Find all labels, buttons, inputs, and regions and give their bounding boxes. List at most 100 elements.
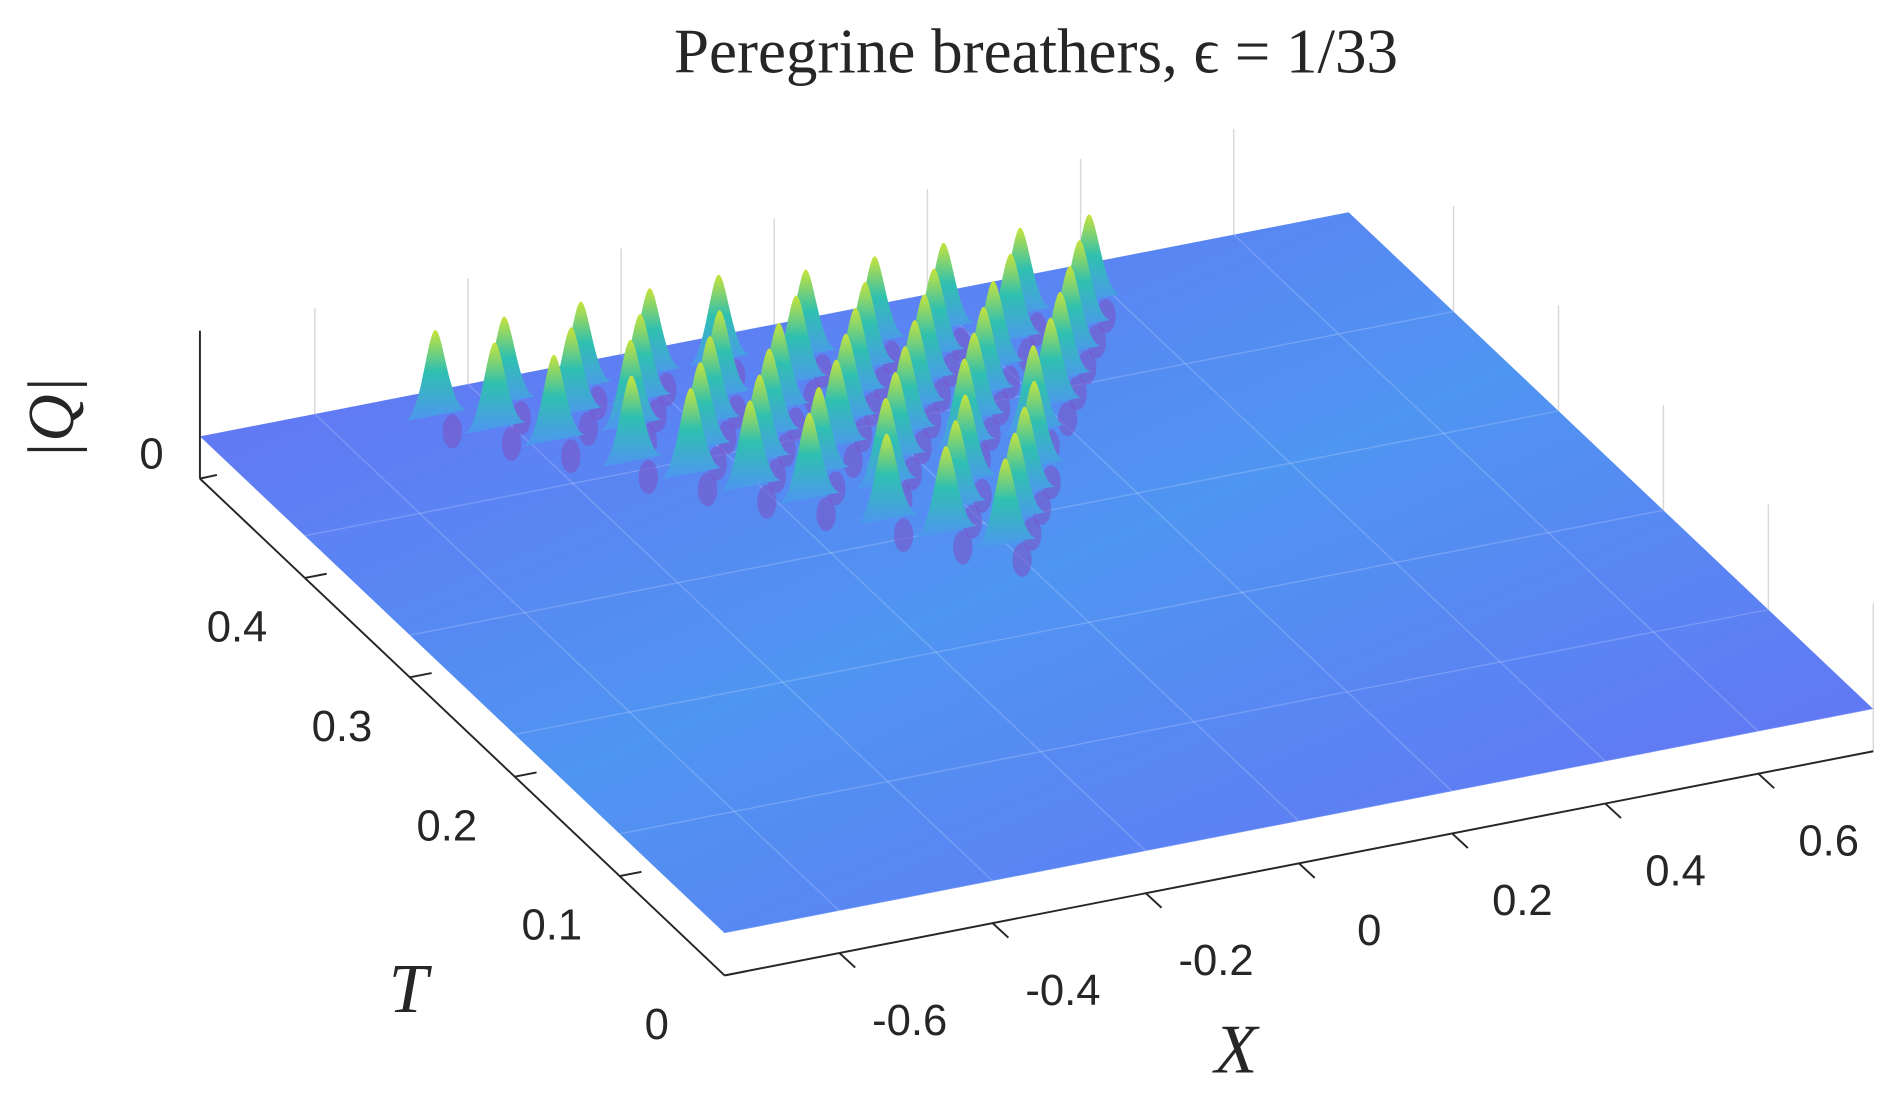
grid-line bbox=[514, 509, 1664, 736]
plot: Peregrine breathers, ϵ = 1/33 X T |Q| -0… bbox=[16, 17, 1875, 1089]
grid-line bbox=[724, 708, 1874, 934]
y-tick bbox=[724, 970, 747, 977]
peak-dip bbox=[1031, 491, 1052, 526]
peak-dip bbox=[972, 478, 992, 513]
y-tick-label: 0.1 bbox=[521, 902, 582, 950]
peak-dip bbox=[912, 430, 932, 465]
peak-shape bbox=[599, 375, 663, 468]
peak-dip bbox=[1027, 312, 1047, 347]
peak-dip bbox=[921, 404, 942, 439]
peak-dip bbox=[638, 460, 658, 494]
peak-dip bbox=[578, 411, 598, 446]
peak-dip bbox=[1067, 376, 1087, 411]
peak-shape bbox=[403, 329, 467, 422]
peak-shape bbox=[718, 400, 782, 493]
peak bbox=[522, 354, 586, 474]
peak-dip bbox=[657, 372, 677, 407]
y-axis-label: T bbox=[389, 950, 433, 1028]
y-tick bbox=[304, 572, 327, 579]
peak-dip bbox=[588, 386, 608, 420]
y-tick-label: 0 bbox=[645, 1001, 669, 1049]
x-tick-label: 0.2 bbox=[1492, 877, 1553, 925]
y-tick bbox=[514, 771, 537, 778]
peak-dip bbox=[990, 391, 1011, 426]
peak-dip bbox=[881, 340, 902, 375]
z-axis-label: |Q| bbox=[16, 376, 88, 459]
chart-title: Peregrine breathers, ϵ = 1/33 bbox=[674, 17, 1398, 87]
peak-dip bbox=[941, 353, 961, 387]
peak-dip bbox=[1096, 298, 1116, 333]
peak-shape bbox=[777, 412, 841, 505]
peak-dip bbox=[1012, 542, 1032, 577]
x-tick-label: 0.4 bbox=[1645, 847, 1706, 895]
peak bbox=[403, 329, 467, 449]
peak-dip bbox=[1000, 365, 1020, 400]
peak-shape bbox=[973, 458, 1037, 551]
x-tick bbox=[1451, 832, 1469, 849]
x-tick bbox=[1145, 892, 1163, 909]
x-axis-label: X bbox=[1211, 1011, 1260, 1089]
grid-line bbox=[314, 413, 840, 912]
peak-dip bbox=[757, 484, 777, 519]
peak bbox=[463, 342, 527, 461]
peak-dip bbox=[561, 439, 581, 474]
x-tick-label: 0.6 bbox=[1798, 817, 1859, 865]
grid-line bbox=[409, 410, 1559, 636]
grid-line bbox=[467, 383, 994, 882]
peak-dip bbox=[862, 392, 883, 427]
peak-dip bbox=[726, 394, 747, 429]
peak-dip bbox=[893, 518, 914, 553]
z-tick-label: 0 bbox=[139, 430, 163, 478]
x-tick bbox=[991, 922, 1010, 939]
peak-shape bbox=[659, 387, 723, 480]
peak-dip bbox=[1086, 324, 1107, 359]
peak-dip bbox=[717, 420, 737, 455]
peak bbox=[855, 433, 919, 553]
y-tick-label: 0.4 bbox=[207, 604, 268, 652]
x-tick bbox=[1604, 802, 1622, 819]
peak-dip bbox=[697, 472, 718, 507]
peak-dip bbox=[776, 433, 796, 468]
x-tick-label: 0 bbox=[1357, 907, 1381, 955]
peak bbox=[718, 400, 782, 519]
peak-shape bbox=[855, 433, 919, 526]
peak-dip bbox=[826, 471, 846, 506]
peak bbox=[599, 375, 663, 494]
peak-dip bbox=[816, 497, 836, 532]
x-tick bbox=[838, 952, 856, 969]
y-tick bbox=[409, 672, 432, 679]
peak bbox=[777, 412, 841, 532]
x-tick bbox=[1757, 772, 1775, 789]
peak-dip bbox=[843, 444, 863, 478]
peak-dip bbox=[766, 459, 787, 493]
grid-line bbox=[1233, 234, 1759, 732]
peak-dip bbox=[931, 378, 951, 413]
peak-dip bbox=[707, 446, 727, 481]
y-tick bbox=[619, 870, 642, 878]
peak-dip bbox=[981, 417, 1001, 452]
peak-dip bbox=[962, 504, 983, 539]
peak-shape bbox=[522, 354, 586, 447]
peak-dip bbox=[1022, 517, 1042, 551]
peak-dip bbox=[501, 426, 522, 461]
peak bbox=[973, 458, 1037, 577]
peak-dip bbox=[511, 400, 531, 435]
z-tick bbox=[199, 474, 218, 480]
y-axis bbox=[199, 477, 726, 977]
peak-dip bbox=[953, 530, 973, 565]
x-tick-label: -0.2 bbox=[1178, 937, 1253, 985]
peak bbox=[914, 446, 978, 565]
y-tick-label: 0.2 bbox=[417, 802, 478, 850]
peak-dip bbox=[1041, 465, 1061, 500]
peak-dip bbox=[1077, 350, 1097, 385]
peak-dip bbox=[950, 327, 971, 362]
x-tick bbox=[1298, 862, 1316, 879]
grid-line bbox=[1080, 263, 1606, 762]
peak-dip bbox=[786, 407, 806, 442]
grid-line bbox=[619, 608, 1769, 835]
peak bbox=[659, 387, 723, 507]
peak-dip bbox=[1057, 402, 1078, 437]
peak-dip bbox=[853, 418, 873, 453]
peak-shape bbox=[463, 342, 527, 435]
